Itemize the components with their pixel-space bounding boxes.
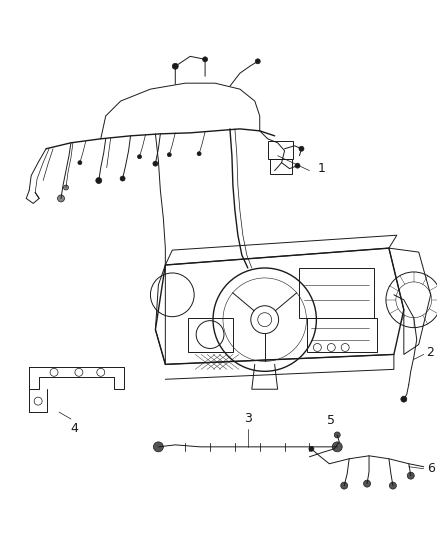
Circle shape bbox=[309, 446, 314, 451]
Circle shape bbox=[96, 177, 102, 183]
Bar bbox=[270, 159, 292, 174]
Circle shape bbox=[203, 57, 208, 62]
Circle shape bbox=[332, 442, 342, 452]
Circle shape bbox=[334, 432, 340, 438]
Circle shape bbox=[389, 482, 396, 489]
Circle shape bbox=[197, 152, 201, 156]
Circle shape bbox=[407, 472, 414, 479]
Circle shape bbox=[341, 482, 348, 489]
Text: 6: 6 bbox=[427, 462, 434, 475]
Circle shape bbox=[255, 59, 260, 64]
Text: 2: 2 bbox=[426, 346, 434, 359]
Bar bbox=[188, 318, 233, 352]
Circle shape bbox=[120, 176, 125, 181]
Circle shape bbox=[295, 163, 300, 168]
Circle shape bbox=[167, 153, 171, 157]
Circle shape bbox=[153, 442, 163, 452]
Circle shape bbox=[57, 195, 64, 202]
Circle shape bbox=[364, 480, 371, 487]
Text: 1: 1 bbox=[318, 162, 325, 175]
Text: 5: 5 bbox=[327, 414, 335, 427]
Bar bbox=[268, 141, 293, 159]
Circle shape bbox=[401, 396, 407, 402]
Bar bbox=[307, 318, 377, 352]
Text: 3: 3 bbox=[244, 412, 252, 425]
Circle shape bbox=[64, 185, 68, 190]
Circle shape bbox=[138, 155, 141, 159]
Bar bbox=[300, 268, 374, 318]
Circle shape bbox=[153, 161, 158, 166]
Circle shape bbox=[299, 146, 304, 151]
Text: 4: 4 bbox=[70, 422, 78, 435]
Circle shape bbox=[172, 63, 178, 69]
Circle shape bbox=[78, 160, 82, 165]
